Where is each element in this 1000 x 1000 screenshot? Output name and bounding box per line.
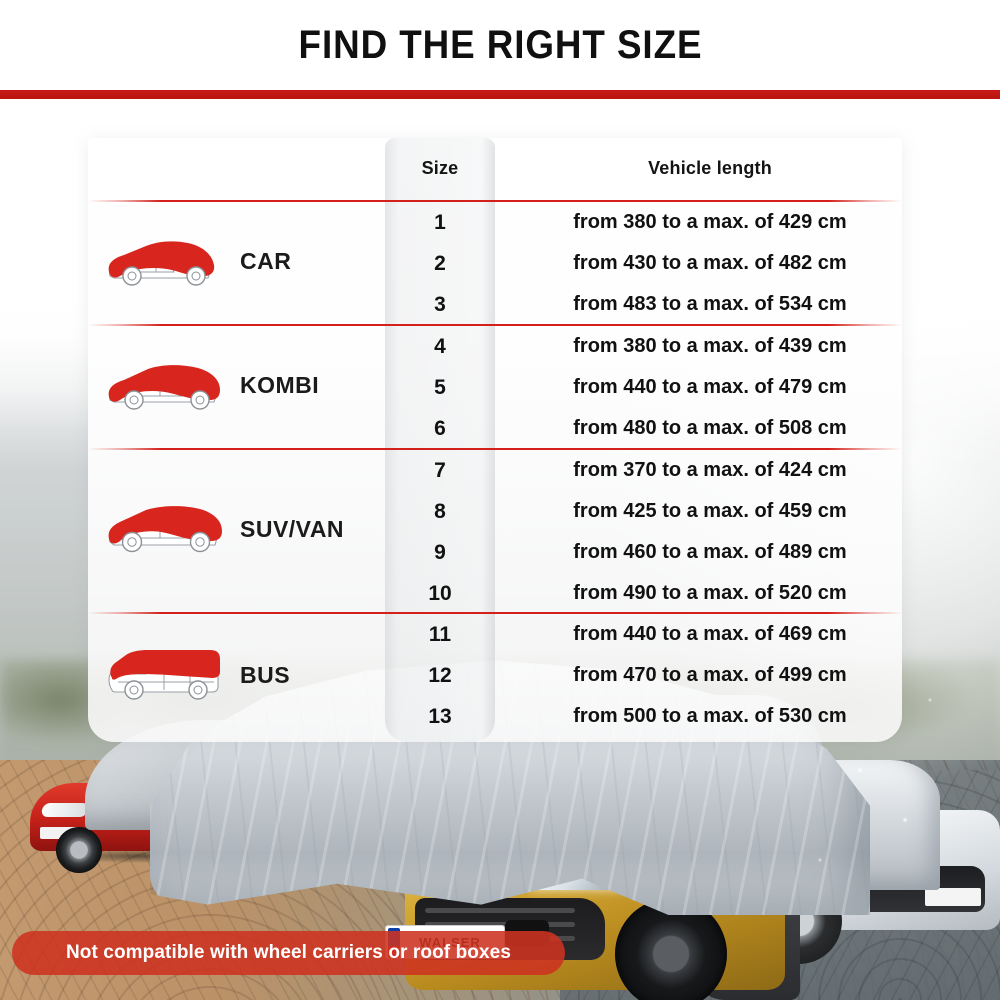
- cell-vehicle-length: from 483 to a max. of 534 cm: [573, 293, 847, 315]
- column-header-vehicle-length: Vehicle length: [648, 158, 772, 178]
- group-separator: [88, 612, 902, 614]
- table-row: 8 from 425 to a max. of 459 cm: [385, 491, 902, 532]
- table-row: 1 from 380 to a max. of 429 cm: [385, 202, 902, 243]
- table-row: 13 from 500 to a max. of 530 cm: [385, 696, 902, 737]
- table-group-car: CAR 1 from 380 to a max. of 429 cm 2 fro…: [88, 200, 902, 324]
- group-rows: 4 from 380 to a max. of 439 cm 5 from 44…: [385, 326, 902, 449]
- cell-vehicle-length: from 380 to a max. of 439 cm: [573, 335, 847, 357]
- cell-vehicle-length: from 490 to a max. of 520 cm: [573, 582, 847, 604]
- cell-vehicle-length: from 440 to a max. of 479 cm: [573, 376, 847, 398]
- cell-size: 9: [434, 540, 446, 564]
- page-title: FIND THE RIGHT SIZE: [298, 22, 702, 67]
- cell-size: 12: [428, 663, 452, 687]
- cell-vehicle-length: from 370 to a max. of 424 cm: [573, 459, 847, 481]
- cell-size: 13: [428, 704, 452, 728]
- group-separator: [88, 448, 902, 450]
- bus-cover-icon: [98, 646, 226, 704]
- cell-vehicle-length: from 425 to a max. of 459 cm: [573, 500, 847, 522]
- suv-cover-icon: [98, 500, 226, 558]
- cell-vehicle-length: from 380 to a max. of 429 cm: [573, 211, 847, 233]
- group-rows: 11 from 440 to a max. of 469 cm 12 from …: [385, 614, 902, 737]
- compatibility-banner: Not compatible with wheel carriers or ro…: [12, 931, 565, 975]
- table-row: 12 from 470 to a max. of 499 cm: [385, 655, 902, 696]
- cell-size: 8: [434, 499, 446, 523]
- category-label: SUV/VAN: [240, 515, 345, 542]
- cell-vehicle-length: from 440 to a max. of 469 cm: [573, 623, 847, 645]
- table-row: 10 from 490 to a max. of 520 cm: [385, 573, 902, 614]
- group-separator: [88, 200, 902, 202]
- header-fade: [0, 99, 1000, 139]
- table-row: 6 from 480 to a max. of 508 cm: [385, 408, 902, 449]
- cell-size: 7: [434, 458, 446, 482]
- cell-size: 1: [434, 210, 446, 234]
- header-red-rule: [0, 90, 1000, 99]
- car-cover-icon: [98, 232, 226, 290]
- table-row: 2 from 430 to a max. of 482 cm: [385, 243, 902, 284]
- cell-size: 5: [434, 375, 446, 399]
- group-separator: [88, 324, 902, 326]
- category-label: CAR: [240, 247, 292, 274]
- cell-size: 3: [434, 292, 446, 316]
- category-label: KOMBI: [240, 371, 320, 398]
- table-group-kombi: KOMBI 4 from 380 to a max. of 439 cm 5 f…: [88, 324, 902, 448]
- table-row: 11 from 440 to a max. of 469 cm: [385, 614, 902, 655]
- column-header-size: Size: [421, 158, 459, 178]
- category-label: BUS: [240, 661, 291, 688]
- table-header-row: Size Vehicle length: [88, 138, 902, 200]
- table-row: 5 from 440 to a max. of 479 cm: [385, 367, 902, 408]
- kombi-cover-icon: [98, 356, 226, 414]
- group-rows: 1 from 380 to a max. of 429 cm 2 from 43…: [385, 202, 902, 325]
- compatibility-banner-text: Not compatible with wheel carriers or ro…: [65, 942, 512, 963]
- table-row: 4 from 380 to a max. of 439 cm: [385, 326, 902, 367]
- table-row: 3 from 483 to a max. of 534 cm: [385, 284, 902, 325]
- table-row: 7 from 370 to a max. of 424 cm: [385, 450, 902, 491]
- category-car: CAR: [98, 232, 388, 290]
- category-kombi: KOMBI: [98, 356, 388, 414]
- cell-vehicle-length: from 470 to a max. of 499 cm: [573, 664, 847, 686]
- cell-size: 10: [428, 581, 452, 605]
- category-suv-van: SUV/VAN: [98, 500, 388, 558]
- category-bus: BUS: [98, 646, 388, 704]
- cell-vehicle-length: from 430 to a max. of 482 cm: [573, 252, 847, 274]
- table-group-suv-van: SUV/VAN 7 from 370 to a max. of 424 cm 8…: [88, 448, 902, 612]
- table-row: 9 from 460 to a max. of 489 cm: [385, 532, 902, 573]
- cell-size: 11: [428, 622, 452, 646]
- header-bar: FIND THE RIGHT SIZE: [0, 0, 1000, 90]
- size-table-panel: Size Vehicle length: [88, 138, 902, 742]
- cell-vehicle-length: from 480 to a max. of 508 cm: [573, 417, 847, 439]
- cell-size: 6: [434, 416, 446, 440]
- table-group-bus: BUS 11 from 440 to a max. of 469 cm 12 f…: [88, 612, 902, 742]
- cell-size: 4: [434, 334, 446, 358]
- cell-vehicle-length: from 460 to a max. of 489 cm: [573, 541, 847, 563]
- group-rows: 7 from 370 to a max. of 424 cm 8 from 42…: [385, 450, 902, 614]
- cell-vehicle-length: from 500 to a max. of 530 cm: [573, 705, 847, 727]
- cell-size: 2: [434, 251, 446, 275]
